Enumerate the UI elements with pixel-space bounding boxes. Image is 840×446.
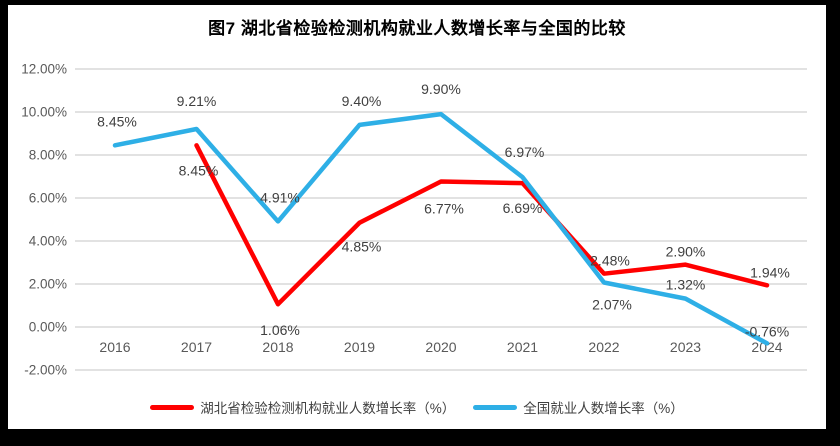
x-axis-tick-label: 2019: [344, 339, 375, 355]
x-axis-tick-label: 2024: [751, 339, 782, 355]
data-label-hubei: 4.85%: [342, 239, 382, 255]
x-axis-tick-label: 2017: [181, 339, 212, 355]
y-axis-tick-label: 12.00%: [21, 62, 67, 77]
data-label-national: 1.32%: [666, 277, 706, 293]
data-label-hubei: 1.06%: [260, 322, 300, 338]
data-label-hubei: 2.90%: [666, 244, 706, 260]
x-axis-tick-label: 2018: [262, 339, 293, 355]
legend-label-hubei: 湖北省检验检测机构就业人数增长率（%）: [200, 401, 456, 416]
chart-canvas: 图7 湖北省检验检测机构就业人数增长率与全国的比较 12.00% 10.00% 8.…: [8, 5, 826, 429]
data-label-hubei: 1.94%: [750, 264, 790, 280]
chart-title: 图7 湖北省检验检测机构就业人数增长率与全国的比较: [208, 19, 626, 38]
y-axis-tick-label: -2.00%: [24, 363, 67, 378]
y-axis-tick-label: 4.00%: [29, 234, 67, 249]
data-label-national: 8.45%: [97, 113, 137, 129]
x-axis-tick-label: 2020: [425, 339, 456, 355]
y-axis-tick-label: 6.00%: [29, 191, 67, 206]
data-label-hubei: 6.69%: [503, 200, 543, 216]
data-label-national: 4.91%: [260, 189, 300, 205]
data-label-national: 9.21%: [177, 93, 217, 109]
y-axis-tick-label: 8.00%: [29, 148, 67, 163]
x-axis-tick-label: 2016: [99, 339, 130, 355]
y-axis-tick-label: 0.00%: [29, 320, 67, 335]
chart-svg: 12.00% 10.00% 8.00% 6.00% 4.00% 2.00% 0.00% -2.…: [21, 62, 807, 378]
data-label-national: -0.76%: [745, 323, 789, 339]
x-axis-tick-label: 2023: [670, 339, 701, 355]
legend-item-hubei: 湖北省检验检测机构就业人数增长率（%）: [150, 397, 455, 417]
data-label-national: 6.97%: [505, 144, 545, 160]
series-line-national: [112, 111, 770, 346]
legend: 湖北省检验检测机构就业人数增长率（%） 全国就业人数增长率（%）: [8, 397, 826, 417]
y-axis-tick-label: 2.00%: [29, 277, 67, 292]
data-label-national: 2.07%: [592, 296, 632, 312]
data-label-national: 9.40%: [342, 93, 382, 109]
legend-swatch-hubei-icon: [150, 404, 195, 410]
x-axis-tick-label: 2021: [507, 339, 538, 355]
data-label-hubei: 8.45%: [179, 162, 219, 178]
data-label-national: 9.90%: [421, 81, 461, 97]
data-label-hubei: 6.77%: [424, 200, 464, 216]
y-axis-tick-label: 10.00%: [21, 105, 67, 120]
x-axis-tick-label: 2022: [588, 339, 619, 355]
data-label-hubei: 2.48%: [590, 253, 630, 269]
legend-label-national: 全国就业人数增长率（%）: [523, 401, 684, 416]
legend-swatch-national-icon: [473, 404, 518, 410]
series-line-hubei: [194, 143, 770, 307]
legend-item-national: 全国就业人数增长率（%）: [473, 397, 684, 417]
